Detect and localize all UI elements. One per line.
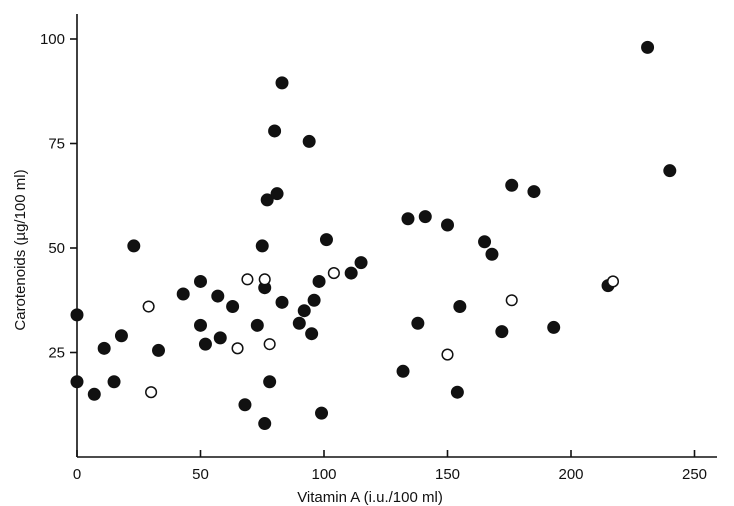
filled-data-point	[453, 300, 467, 314]
filled-data-point	[70, 375, 84, 389]
filled-data-point	[307, 293, 321, 307]
filled-data-point	[270, 187, 284, 201]
plot-area	[76, 14, 717, 458]
filled-data-point	[354, 256, 368, 270]
x-tick-label: 200	[558, 466, 583, 483]
filled-data-point	[176, 287, 190, 301]
filled-data-point	[641, 40, 655, 54]
filled-data-point	[275, 295, 289, 309]
filled-data-point	[194, 318, 207, 332]
filled-data-point	[70, 308, 84, 322]
filled-data-point	[87, 387, 101, 401]
filled-data-point	[401, 212, 415, 226]
filled-data-point	[114, 329, 128, 343]
open-data-point	[258, 273, 271, 286]
filled-data-point	[297, 304, 311, 318]
filled-data-point	[547, 320, 561, 334]
open-data-point	[231, 342, 244, 355]
x-tick-label: 150	[435, 466, 460, 483]
filled-data-point	[152, 343, 166, 357]
filled-data-point	[505, 178, 519, 192]
y-tick-label: 100	[40, 31, 65, 48]
filled-data-point	[312, 274, 326, 288]
filled-data-point	[344, 266, 358, 280]
open-data-point	[241, 273, 254, 286]
filled-data-point	[302, 134, 316, 148]
y-axis-label: Carotenoids (µg/100 ml)	[12, 169, 29, 330]
filled-data-point	[238, 398, 252, 412]
filled-data-point	[411, 316, 425, 330]
filled-data-point	[319, 233, 333, 247]
filled-data-point	[268, 124, 282, 138]
filled-data-point	[213, 331, 227, 345]
open-data-point	[145, 386, 158, 399]
filled-data-point	[250, 318, 264, 332]
x-axis-label: Vitamin A (i.u./100 ml)	[297, 489, 443, 506]
open-data-point	[505, 294, 518, 307]
open-data-point	[327, 267, 340, 280]
filled-data-point	[260, 193, 274, 207]
x-axis-ticks: 0 50 100 150 200 250	[73, 450, 707, 483]
filled-data-point	[495, 325, 509, 339]
filled-data-point	[441, 218, 454, 232]
filled-data-point	[258, 417, 272, 431]
y-tick-label: 50	[48, 240, 65, 257]
open-data-point	[263, 338, 276, 351]
x-tick-label: 50	[192, 466, 209, 483]
open-data-point	[441, 348, 454, 361]
x-tick-label: 250	[682, 466, 707, 483]
filled-data-point	[97, 341, 111, 355]
filled-data-point	[107, 375, 121, 389]
filled-data-point	[663, 164, 677, 178]
y-axis-ticks: 25 50 75 100	[40, 31, 77, 362]
x-tick-label: 100	[311, 466, 336, 483]
filled-data-point	[263, 375, 277, 389]
y-tick-label: 75	[48, 136, 65, 153]
data-points	[70, 40, 677, 431]
filled-data-point	[198, 337, 212, 351]
filled-data-point	[527, 185, 541, 199]
x-tick-label: 0	[73, 466, 81, 483]
filled-data-point	[450, 385, 464, 399]
filled-data-point	[275, 76, 289, 90]
filled-data-point	[478, 235, 492, 249]
filled-data-point	[418, 210, 432, 224]
filled-data-point	[211, 289, 225, 303]
filled-data-point	[127, 239, 141, 253]
y-tick-label: 25	[48, 345, 65, 362]
filled-data-point	[305, 327, 319, 341]
filled-data-point	[255, 239, 269, 253]
filled-data-point	[315, 406, 329, 420]
filled-data-point	[194, 274, 207, 288]
filled-data-point	[485, 247, 499, 261]
filled-data-point	[226, 300, 240, 314]
open-data-point	[606, 275, 620, 288]
filled-data-point	[292, 316, 306, 330]
filled-data-point	[396, 364, 410, 378]
open-data-point	[142, 300, 155, 313]
